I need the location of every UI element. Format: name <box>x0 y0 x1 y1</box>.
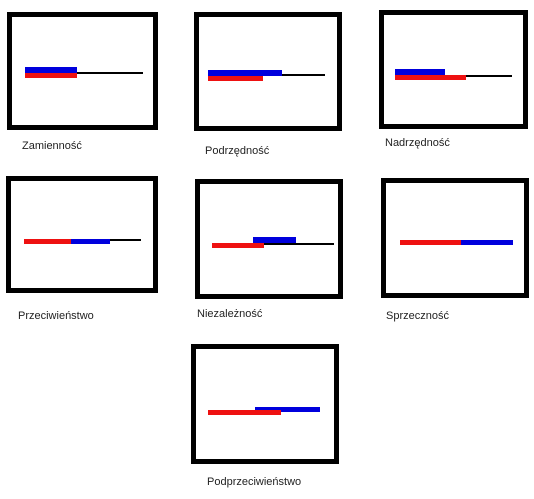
red-bar <box>208 410 281 415</box>
caption-niezaleznosc: Niezależność <box>197 308 263 320</box>
axis-line <box>212 243 334 245</box>
red-bar <box>212 243 264 248</box>
caption-podrzednosc: Podrzędność <box>205 145 270 157</box>
caption-podprzeciwienstwo: Podprzeciwieństwo <box>207 476 302 488</box>
red-bar <box>24 239 71 244</box>
red-bar <box>395 75 466 80</box>
blue-bar <box>255 407 320 412</box>
red-bar <box>208 76 263 81</box>
panel-zamiennosc <box>7 12 158 130</box>
blue-bar <box>25 67 77 73</box>
caption-zamiennosc: Zamienność <box>22 140 82 152</box>
red-bar <box>25 73 77 78</box>
caption-przeciwienstwo: Przeciwieństwo <box>18 310 94 322</box>
blue-bar <box>395 69 445 75</box>
blue-bar <box>461 240 513 245</box>
panel-niezaleznosc <box>195 179 343 299</box>
caption-nadrzednosc: Nadrzędność <box>385 137 450 149</box>
caption-sprzecznosc: Sprzeczność <box>386 310 449 322</box>
panel-sprzecznosc <box>381 178 529 298</box>
axis-line <box>25 72 143 74</box>
blue-bar <box>208 70 282 76</box>
blue-bar <box>71 239 110 244</box>
panel-podprzeciwienstwo <box>191 344 339 464</box>
panel-nadrzednosc <box>379 10 528 129</box>
blue-bar <box>253 237 296 243</box>
panel-przeciwienstwo <box>6 176 158 293</box>
panel-podrzednosc <box>194 12 342 131</box>
red-bar <box>400 240 461 245</box>
